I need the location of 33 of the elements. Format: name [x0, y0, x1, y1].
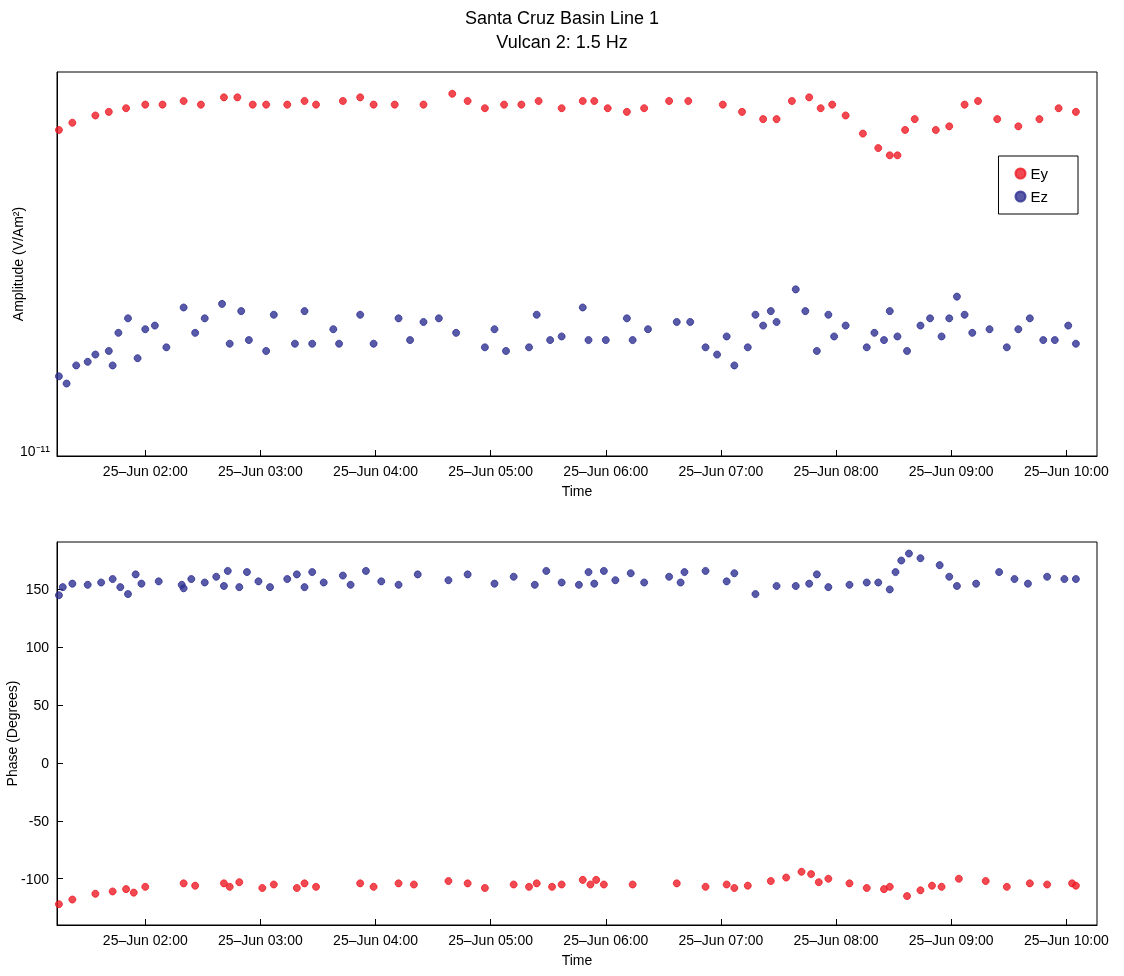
x-tick-label: 25–Jun 06:00 [563, 932, 649, 948]
chart-subtitle: Vulcan 2: 1.5 Hz [496, 32, 628, 52]
x-tick-label: 25–Jun 03:00 [217, 932, 304, 948]
y-tick-label: -100 [20, 870, 50, 887]
x-tick-label: 25–Jun 10:00 [1023, 463, 1109, 479]
chart-title: Santa Cruz Basin Line 1 [464, 8, 660, 28]
x-tick-label: 25–Jun 10:00 [1023, 932, 1109, 948]
y-axis-title: Amplitude (V/Am²) [10, 206, 26, 322]
x-tick-label: 25–Jun 02:00 [102, 463, 188, 479]
legend-label: Ez [1030, 188, 1049, 205]
x-tick-label: 25–Jun 04:00 [333, 463, 419, 479]
y-tick-label: 150 [25, 581, 50, 598]
x-tick-label: 25–Jun 08:00 [793, 463, 879, 479]
y-tick-label: -50 [28, 812, 50, 829]
x-tick-label: 25–Jun 02:00 [102, 932, 188, 948]
x-axis-title: Time [561, 483, 593, 499]
x-tick-label: 25–Jun 07:00 [678, 463, 764, 479]
x-tick-label: 25–Jun 06:00 [563, 463, 649, 479]
x-tick-label: 25–Jun 09:00 [908, 463, 994, 479]
x-tick-label: 25–Jun 05:00 [448, 932, 534, 948]
x-tick-label: 25–Jun 05:00 [448, 463, 534, 479]
legend-label: Ey [1030, 165, 1049, 182]
y-tick-label: 100 [25, 639, 50, 656]
x-axis-title: Time [561, 952, 593, 968]
x-tick-label: 25–Jun 04:00 [333, 932, 419, 948]
y-tick-label: 0 [41, 755, 50, 772]
x-tick-label: 25–Jun 09:00 [908, 932, 994, 948]
x-tick-label: 25–Jun 03:00 [217, 463, 304, 479]
y-axis-title: Phase (Degrees) [4, 680, 20, 787]
y-tick-label: 50 [33, 697, 50, 714]
text: 10⁻¹¹ [20, 443, 51, 459]
x-tick-label: 25–Jun 08:00 [793, 932, 879, 948]
x-tick-label: 25–Jun 07:00 [678, 932, 764, 948]
